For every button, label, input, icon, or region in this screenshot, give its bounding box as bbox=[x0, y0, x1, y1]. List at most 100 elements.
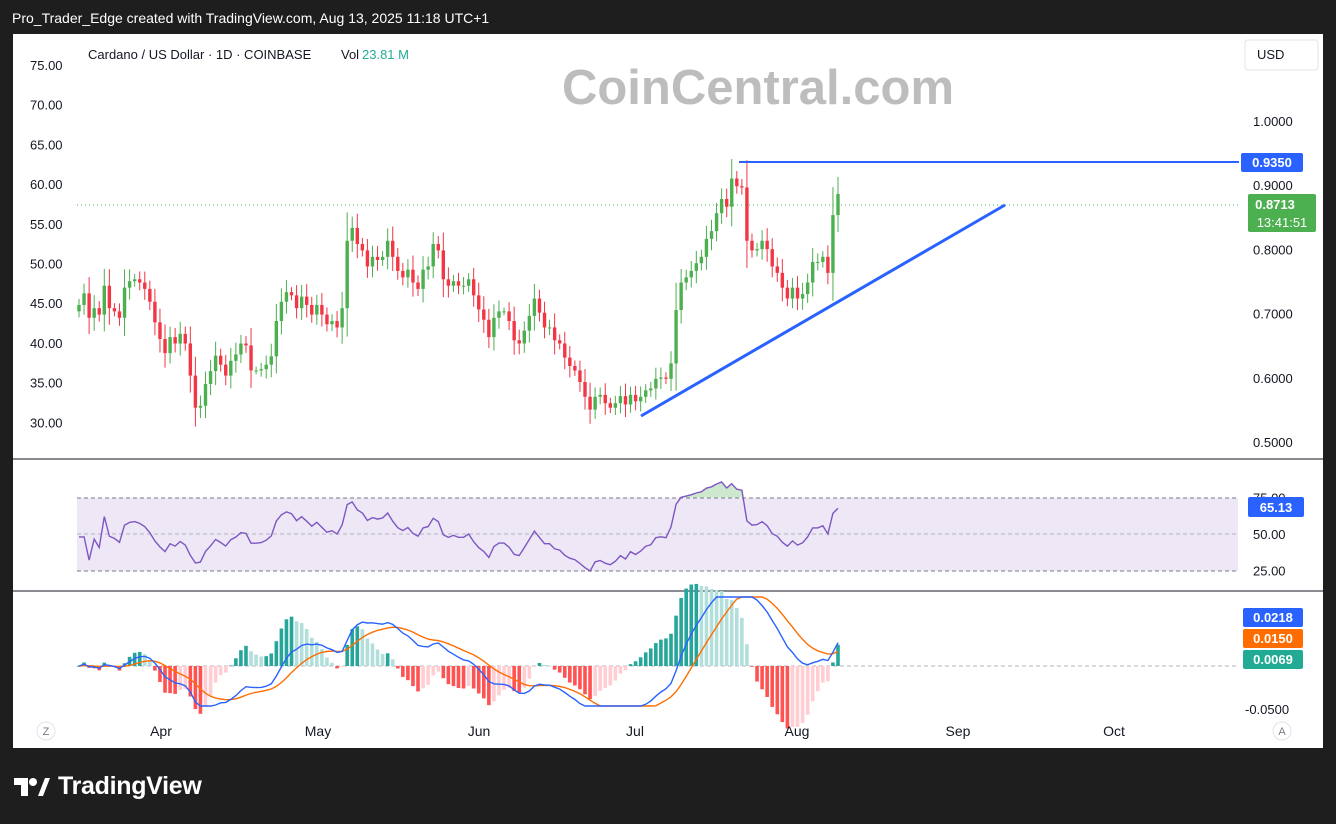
candle-body bbox=[654, 378, 658, 389]
candle-body bbox=[598, 394, 602, 397]
candle-body bbox=[542, 312, 547, 328]
candle-body bbox=[224, 364, 228, 376]
candle-body bbox=[664, 377, 668, 379]
candle-body bbox=[674, 310, 678, 364]
candle-body bbox=[522, 330, 526, 344]
candle-body bbox=[148, 288, 152, 302]
candle-body bbox=[350, 227, 354, 241]
candle-body bbox=[826, 256, 830, 273]
candle-body bbox=[724, 199, 729, 207]
candle-body bbox=[122, 287, 127, 318]
histogram-bar bbox=[618, 666, 623, 674]
signal-badge-text: 0.0150 bbox=[1253, 631, 1293, 646]
histogram-bar bbox=[229, 665, 233, 667]
candle-body bbox=[284, 292, 289, 302]
candle-body bbox=[325, 314, 329, 325]
histogram-bar bbox=[264, 656, 269, 666]
histogram-bar bbox=[299, 623, 304, 666]
candle-body bbox=[730, 178, 734, 207]
histogram-bar bbox=[77, 666, 81, 667]
histogram-bar bbox=[153, 666, 157, 671]
histogram-bar bbox=[269, 653, 274, 666]
histogram-bar bbox=[385, 653, 390, 666]
candle-body bbox=[168, 337, 172, 354]
histogram-bar bbox=[745, 644, 749, 666]
candle-body bbox=[770, 249, 774, 267]
histogram-bar bbox=[239, 650, 243, 666]
candle-body bbox=[608, 403, 612, 408]
candle-body bbox=[391, 240, 395, 257]
candle-body bbox=[127, 281, 132, 288]
zoom-button-label: Z bbox=[43, 726, 50, 738]
histogram-bar bbox=[527, 666, 532, 679]
histogram-bar bbox=[330, 662, 334, 666]
histogram-bar bbox=[461, 666, 466, 689]
histogram-bar bbox=[436, 666, 441, 672]
candle-body bbox=[335, 321, 339, 328]
left-tick-label: 65.00 bbox=[30, 137, 63, 152]
candle-body bbox=[355, 227, 359, 244]
histogram-bar bbox=[289, 616, 294, 666]
candle-body bbox=[593, 396, 597, 410]
candle-body bbox=[269, 356, 273, 365]
auto-scale-button[interactable] bbox=[1272, 721, 1292, 741]
histogram-bar bbox=[244, 645, 248, 666]
candle-body bbox=[77, 304, 81, 312]
candle-body bbox=[563, 343, 567, 358]
candle-body bbox=[517, 340, 521, 344]
left-tick-label: 45.00 bbox=[30, 296, 63, 311]
candle-body bbox=[173, 337, 177, 344]
histogram-bar bbox=[821, 666, 825, 683]
histogram-bar bbox=[608, 666, 613, 686]
histogram-bar bbox=[800, 666, 805, 724]
histogram-bar bbox=[426, 666, 430, 685]
candle-body bbox=[451, 281, 456, 286]
candle-body bbox=[694, 263, 699, 271]
histogram-bar bbox=[613, 666, 618, 681]
left-price-scale: 75.00 70.00 65.00 60.00 55.00 50.00 45.00 40.00… bbox=[30, 58, 63, 430]
time-tick-label: Oct bbox=[1103, 723, 1125, 739]
zoom-button[interactable] bbox=[36, 721, 56, 741]
candle-body bbox=[178, 333, 182, 344]
candle-body bbox=[492, 317, 496, 338]
histogram-bar bbox=[750, 666, 754, 667]
chart-panel[interactable]: Cardano / US Dollar · 1D · COINBASE Vol … bbox=[13, 34, 1323, 748]
histogram-bar bbox=[213, 666, 218, 683]
ascending-trendline[interactable] bbox=[640, 203, 1006, 418]
candle-body bbox=[800, 294, 805, 299]
candle-body bbox=[699, 256, 704, 264]
candle-body bbox=[294, 295, 299, 309]
histogram-bar bbox=[815, 666, 820, 692]
candle-body bbox=[527, 315, 532, 331]
candle-body bbox=[254, 370, 258, 372]
candle-body bbox=[360, 243, 365, 251]
histogram-bar bbox=[274, 641, 279, 666]
candle-body bbox=[193, 375, 198, 408]
candle-body bbox=[365, 250, 370, 267]
candle-body bbox=[315, 304, 319, 315]
currency-button[interactable] bbox=[1244, 39, 1319, 71]
candle-body bbox=[320, 304, 324, 315]
candle-body bbox=[547, 327, 552, 329]
watermark: CoinCentral.com bbox=[562, 61, 954, 115]
candle-body bbox=[431, 243, 435, 267]
histogram-bar bbox=[416, 666, 420, 692]
histogram-bar bbox=[320, 649, 324, 666]
histogram-bar bbox=[188, 666, 193, 697]
candle-body bbox=[466, 279, 471, 286]
candle-body bbox=[816, 261, 820, 263]
candle-body bbox=[208, 371, 213, 384]
candle-body bbox=[340, 308, 344, 328]
histogram-bar bbox=[497, 666, 501, 696]
rsi-line bbox=[79, 481, 839, 572]
candle-body bbox=[588, 396, 592, 410]
tradingview-logo[interactable]: TradingView bbox=[14, 772, 202, 801]
histogram-bar bbox=[755, 666, 759, 682]
right-tick-label: 0.8000 bbox=[1253, 242, 1293, 257]
candle-body bbox=[380, 256, 385, 261]
macd-line bbox=[78, 596, 839, 707]
histogram-bar bbox=[476, 666, 481, 694]
tradingview-wordmark: TradingView bbox=[58, 772, 202, 800]
chart-svg[interactable]: Cardano / US Dollar · 1D · COINBASE Vol … bbox=[13, 34, 1323, 748]
histogram-bar bbox=[810, 666, 815, 702]
